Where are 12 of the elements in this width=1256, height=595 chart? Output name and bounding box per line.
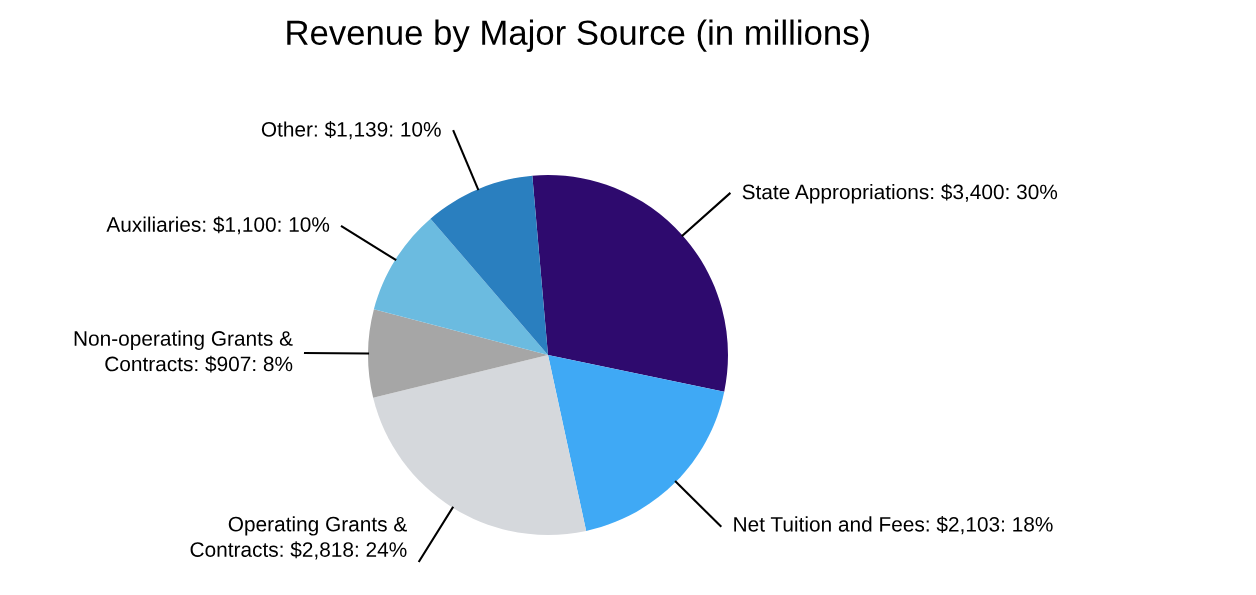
slice-label: Auxiliaries: $1,100: 10% [106, 216, 330, 235]
slice-label: Net Tuition and Fees: $2,103: 18% [734, 516, 1053, 535]
slice-label: Other: $1,139: 10% [261, 121, 441, 140]
pie-slice [548, 355, 725, 531]
slice-label: Non-operating Grants & Contracts: $907: 8% [74, 330, 293, 373]
slice-label: Operating Grants & Contracts: $2,818: 24% [190, 516, 407, 560]
pie-slice [373, 218, 548, 355]
pie-slice [430, 175, 548, 355]
pie-slice [368, 309, 548, 398]
chart-title: Revenue by Major Source (in millions) [287, 19, 869, 52]
slice-label: State Appropriations: $3,400: 30% [742, 183, 1058, 204]
pie-slice [532, 175, 728, 392]
